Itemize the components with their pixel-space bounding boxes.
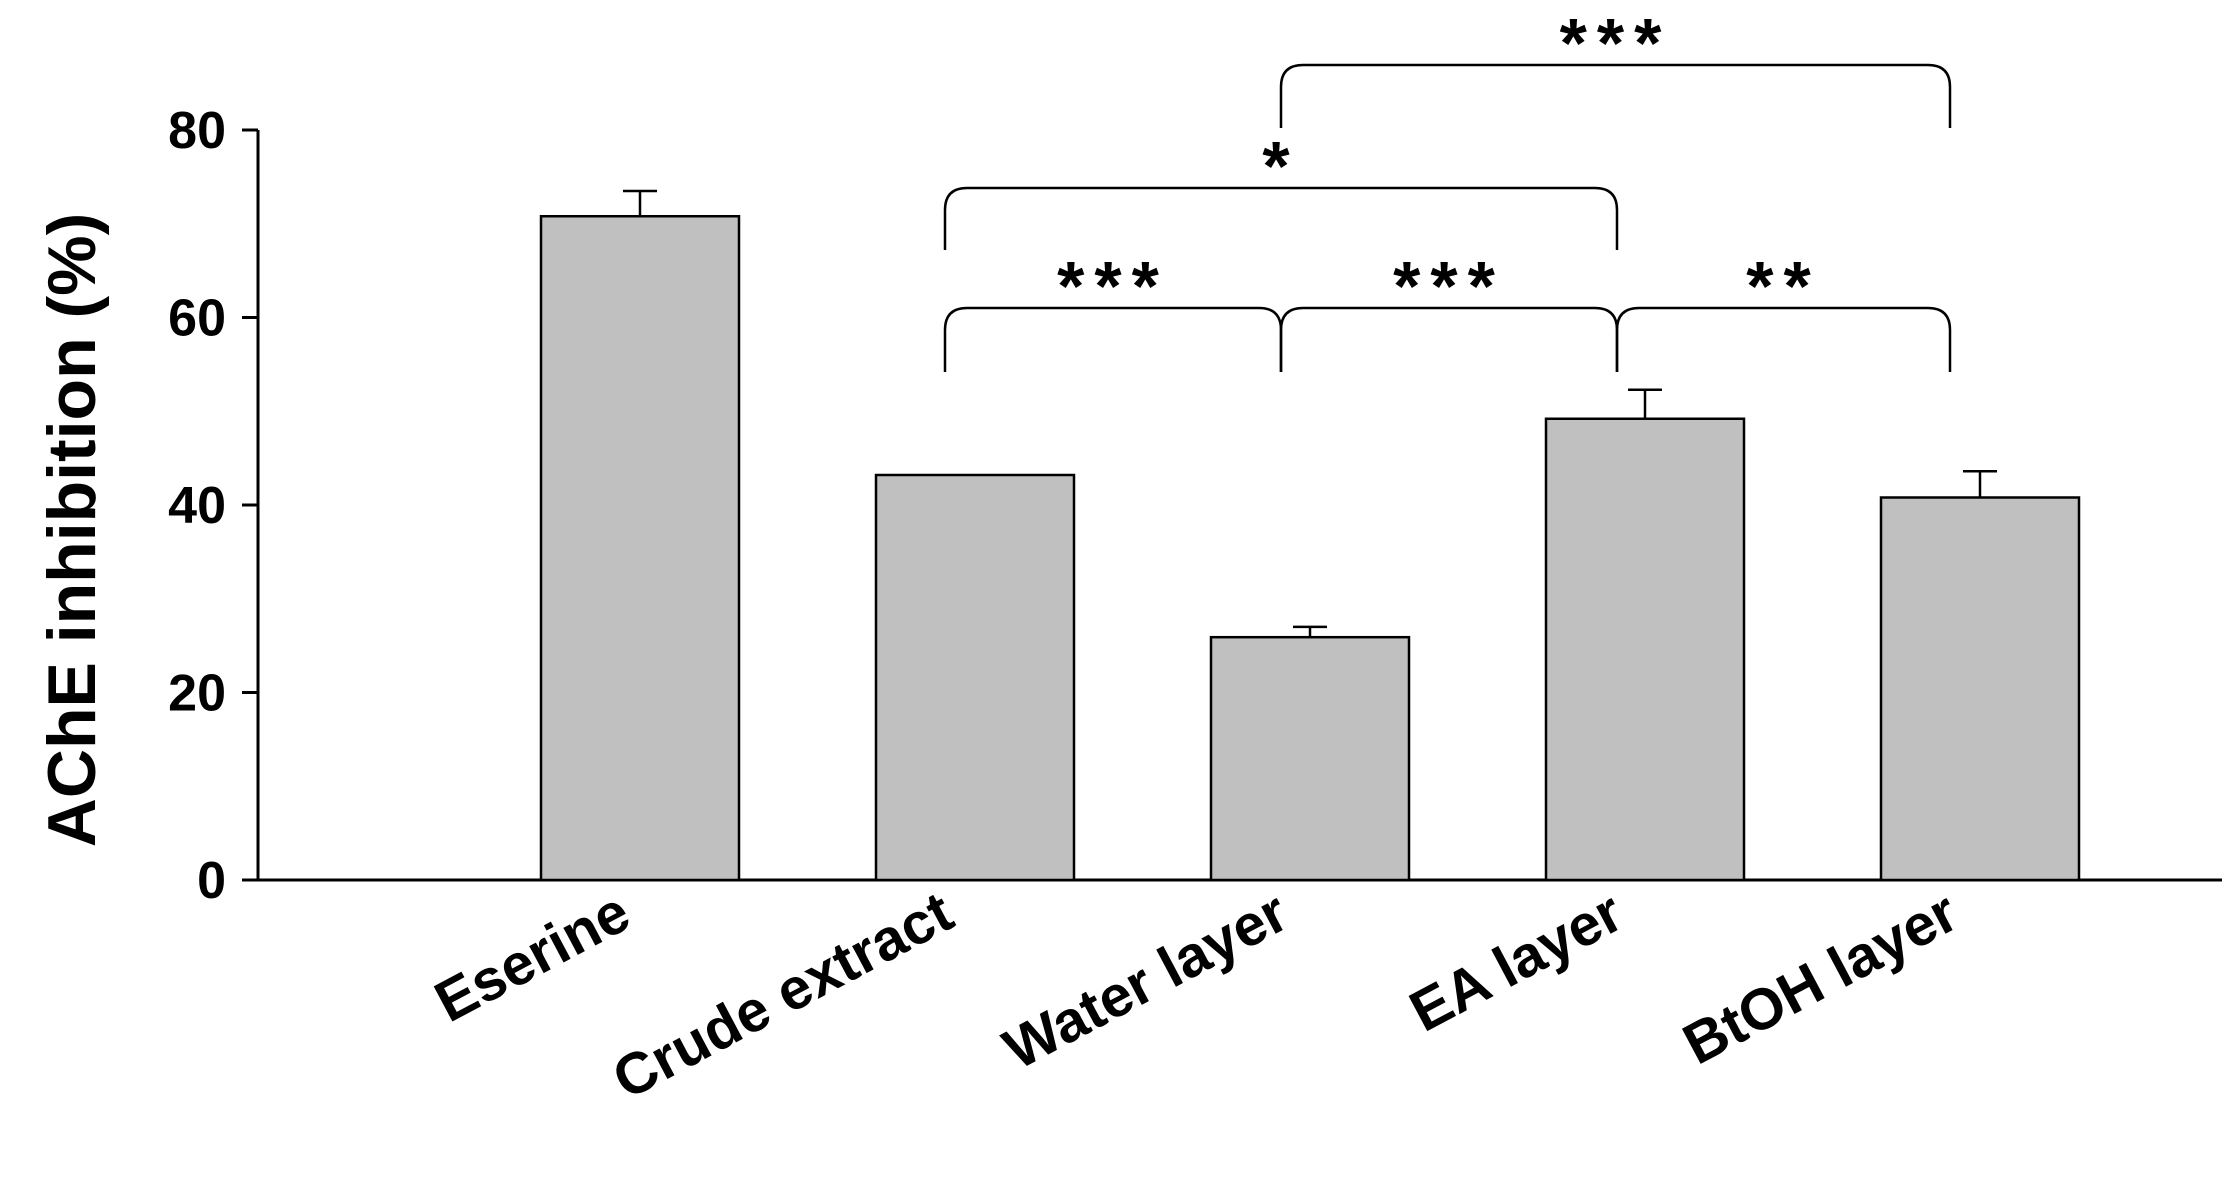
x-tick-label: BtOH layer: [1673, 879, 1968, 1077]
significance-bracket: [1279, 306, 1619, 372]
significance-brackets: *** *** ******: [943, 4, 1952, 372]
significance-label: ***: [1057, 247, 1169, 325]
bar: [1544, 417, 1746, 882]
significance-label: ***: [1393, 247, 1505, 325]
bar: [874, 473, 1076, 882]
significance-bracket: [1615, 306, 1952, 372]
y-axis-label: AChE inhibition (%): [34, 213, 110, 848]
significance-label: *: [1262, 127, 1299, 205]
y-tick-label: 60: [168, 290, 226, 348]
y-tick-label: 0: [197, 852, 226, 910]
y-tick-label: 40: [168, 477, 226, 535]
significance-bracket: [943, 186, 1619, 250]
bars: [539, 189, 2081, 882]
x-tick-label: Crude extract: [602, 879, 963, 1112]
bar: [539, 215, 741, 882]
bar: [1879, 496, 2081, 882]
significance-label: ***: [1560, 4, 1672, 82]
y-tick-label: 80: [168, 102, 226, 160]
bar: [1209, 635, 1411, 882]
y-tick-label: 20: [168, 665, 226, 723]
x-tick-label: Water layer: [993, 879, 1298, 1082]
x-tick-label: Eserine: [425, 879, 641, 1035]
significance-label: **: [1746, 247, 1820, 325]
x-tick-label: EA layer: [1400, 879, 1634, 1044]
significance-bracket: [943, 306, 1283, 372]
significance-bracket: [1279, 63, 1952, 128]
